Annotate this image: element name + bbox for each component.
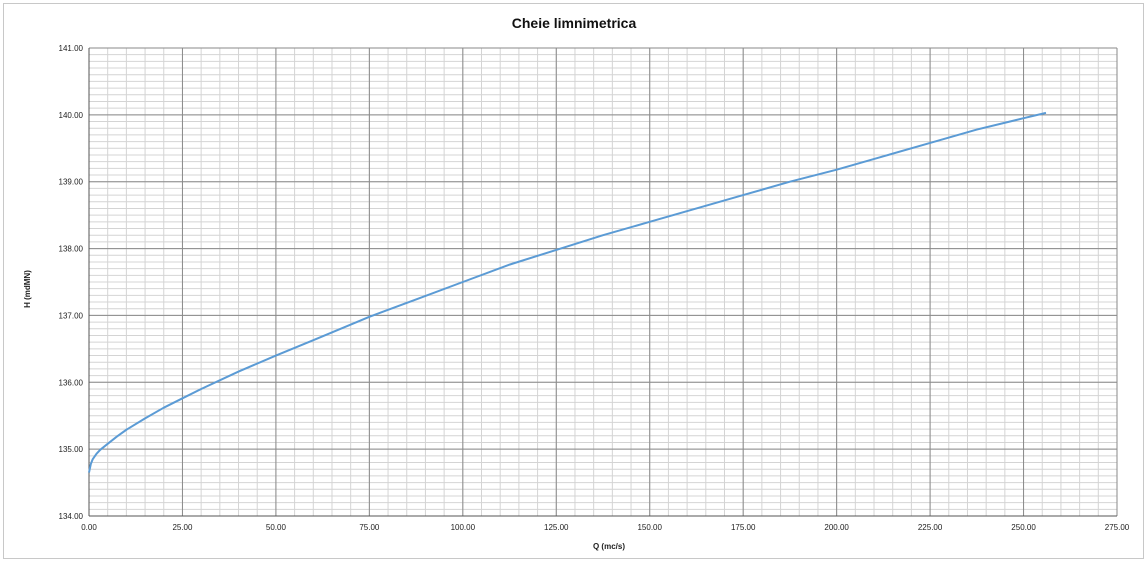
x-tick-label: 125.00	[544, 523, 569, 532]
x-tick-label: 175.00	[731, 523, 756, 532]
chart-frame: Cheie limnimetrica 0.00 25.00 50.00 75.00 10…	[3, 3, 1144, 559]
y-tick-label: 138.00	[59, 245, 84, 254]
plot-area: 0.00 25.00 50.00 75.00 100.00 125.00 150.00 175…	[59, 44, 1130, 532]
x-tick-label: 275.00	[1105, 523, 1130, 532]
y-tick-label: 134.00	[59, 512, 84, 521]
y-axis-title: H (mdMN)	[23, 270, 32, 308]
y-tick-label: 137.00	[59, 311, 84, 320]
x-tick-label: 75.00	[359, 523, 380, 532]
x-tick-label: 25.00	[172, 523, 193, 532]
x-tick-label: 100.00	[451, 523, 476, 532]
y-tick-label: 135.00	[59, 445, 84, 454]
x-tick-label: 50.00	[266, 523, 287, 532]
series-line	[88, 111, 1047, 473]
y-tick-label: 136.00	[59, 378, 84, 387]
chart-svg: Cheie limnimetrica 0.00 25.00 50.00 75.00 10…	[23, 15, 1130, 551]
x-tick-label: 250.00	[1011, 523, 1036, 532]
x-tick-label: 225.00	[918, 523, 943, 532]
y-tick-label: 141.00	[59, 44, 84, 53]
y-tick-label: 139.00	[59, 178, 84, 187]
x-axis-title: Q (mc/s)	[593, 542, 625, 551]
chart-title: Cheie limnimetrica	[512, 15, 637, 31]
x-tick-label: 200.00	[824, 523, 849, 532]
x-tick-label: 0.00	[81, 523, 97, 532]
x-tick-label: 150.00	[637, 523, 662, 532]
y-tick-label: 140.00	[59, 111, 84, 120]
